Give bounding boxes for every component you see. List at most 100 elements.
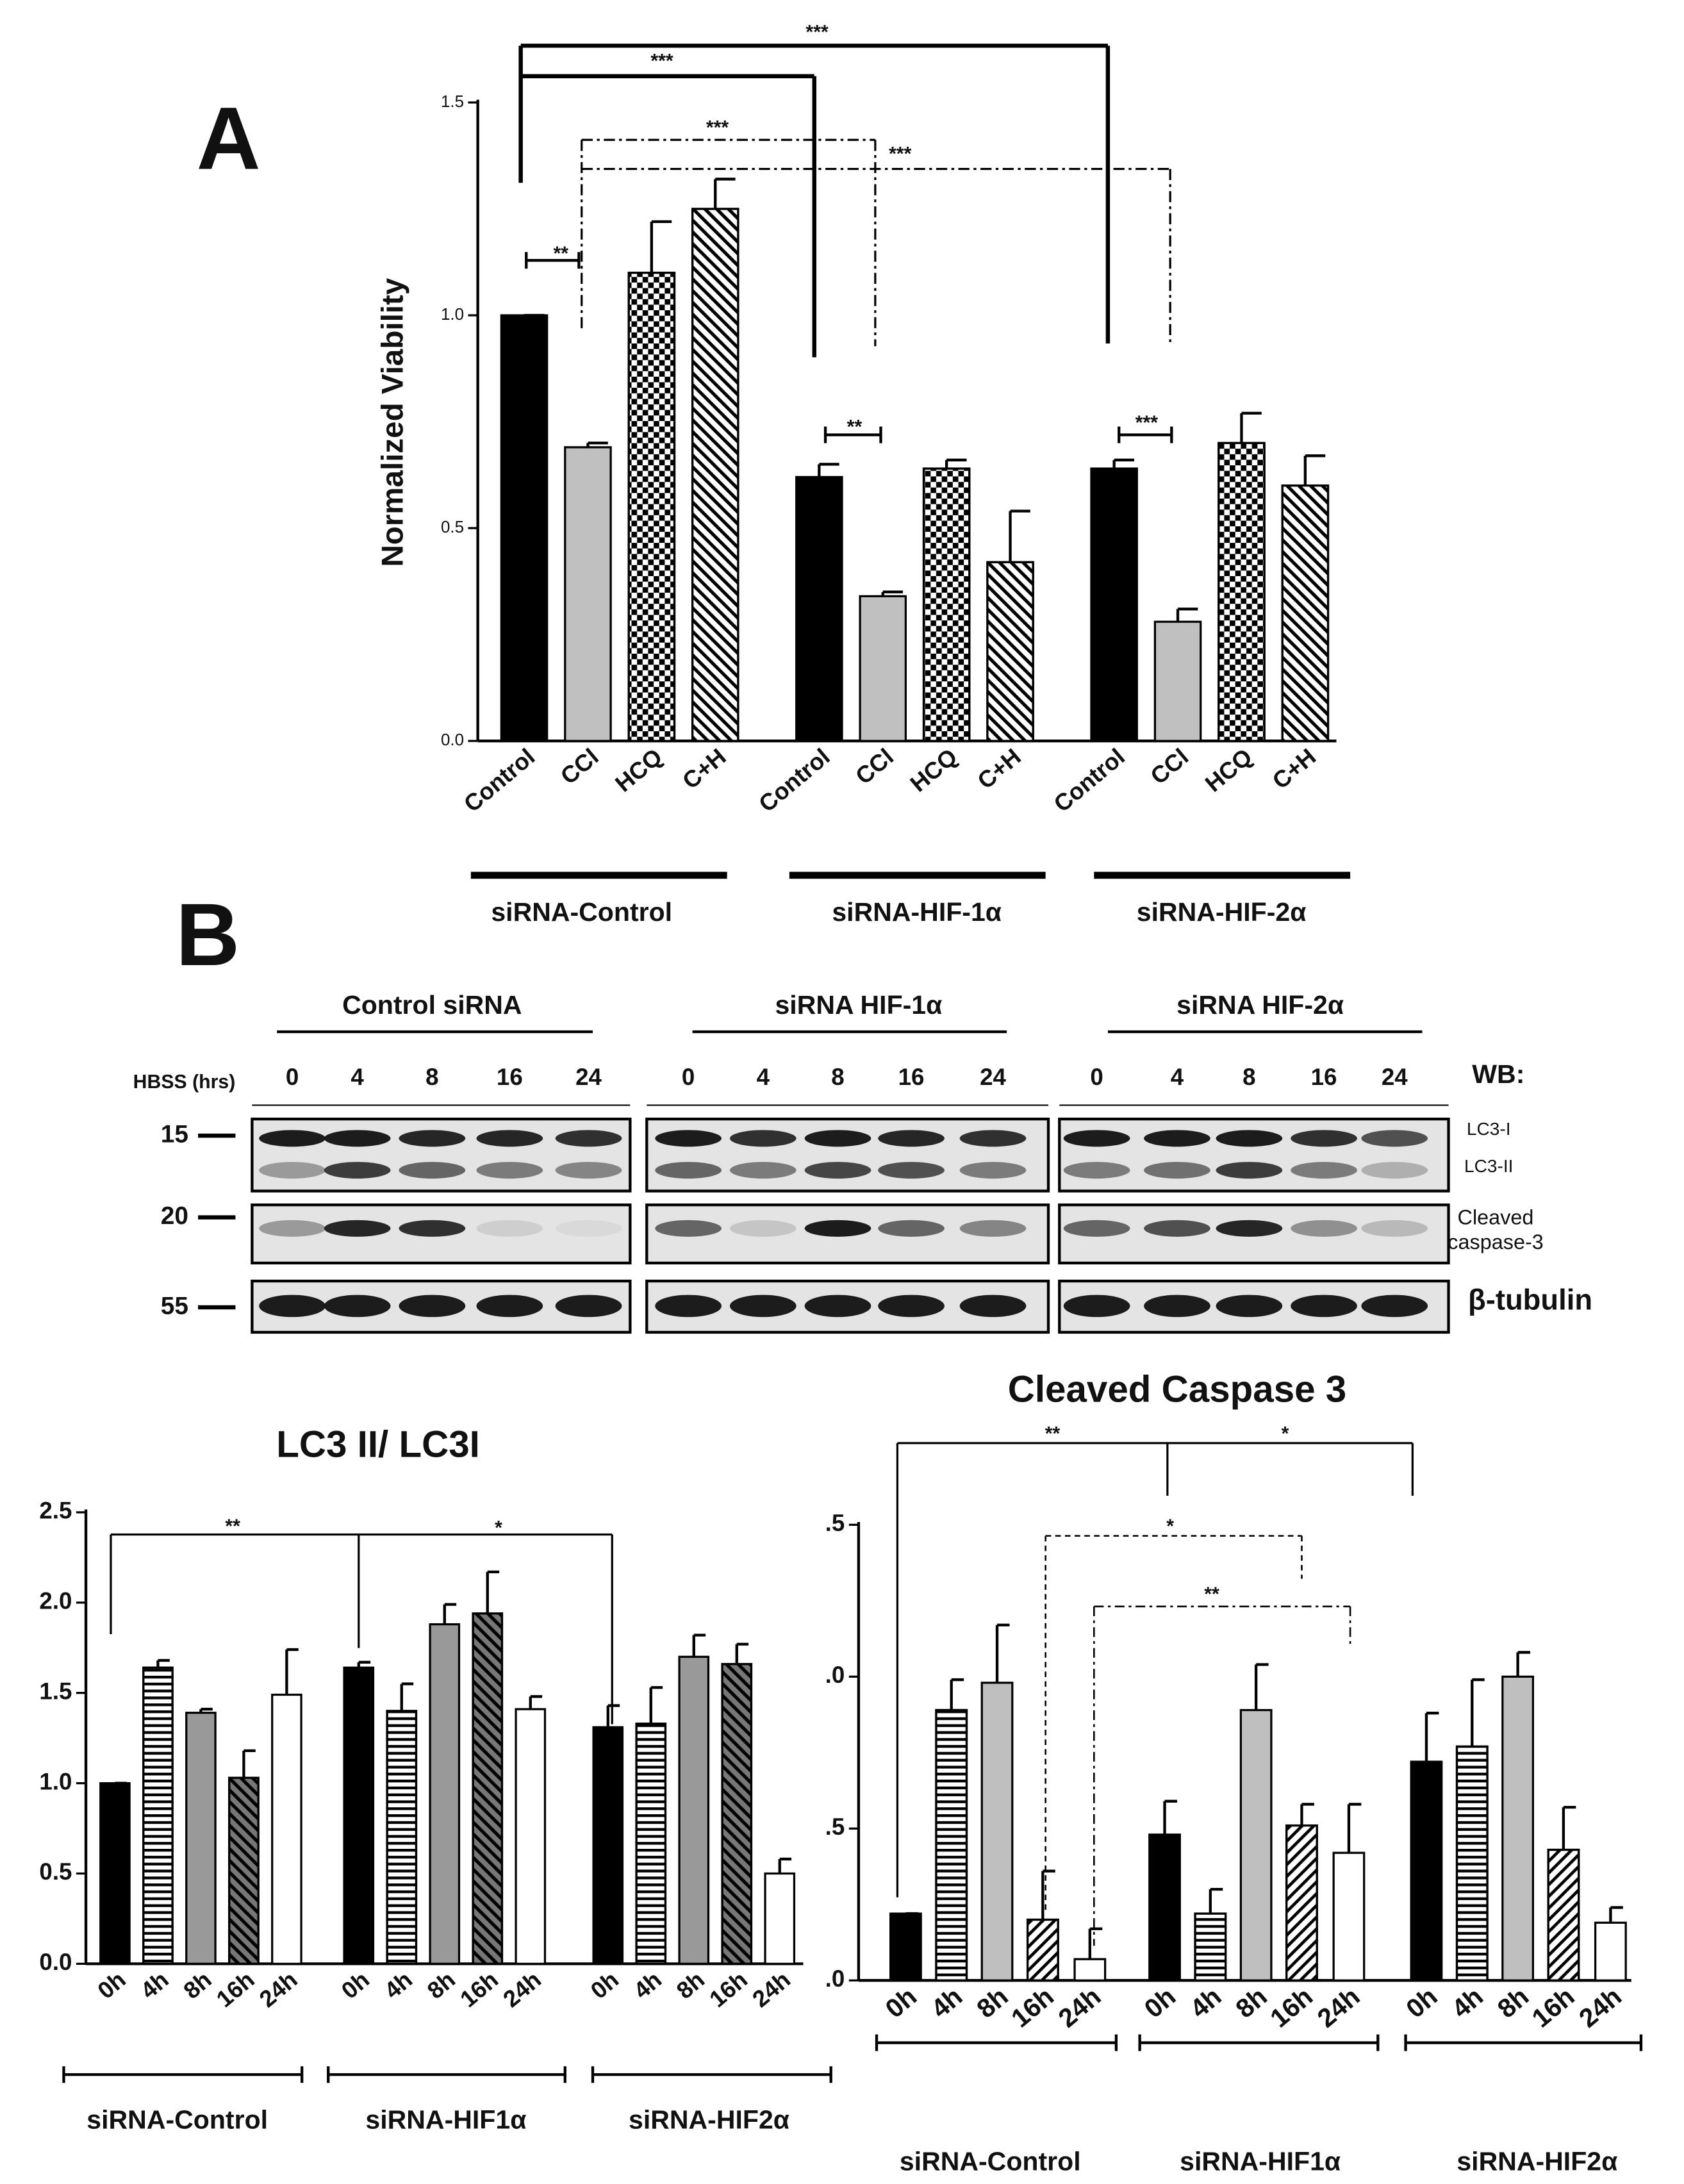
blot-band [1291, 1220, 1357, 1237]
x-tick-label: 4h [1446, 1981, 1489, 2024]
y-tick-label: 0.5 [441, 518, 464, 536]
bar [429, 1623, 461, 1965]
x-tick-label: 24h [1573, 1981, 1627, 2033]
group-label: siRNA-HIF-2α [1137, 897, 1307, 927]
blot-box [251, 1117, 632, 1193]
blot-band [1144, 1130, 1210, 1147]
bar [1332, 1851, 1366, 1981]
mw-marker: 20 [161, 1202, 188, 1230]
blot-band [1216, 1220, 1283, 1237]
x-tick-label: C+H [1267, 743, 1321, 794]
x-tick-label: 0h [880, 1981, 922, 2024]
blot-band [804, 1130, 871, 1147]
bar [500, 314, 549, 742]
bar [592, 1726, 624, 1965]
blot-band [1216, 1162, 1283, 1179]
bar [764, 1872, 796, 1965]
blot-band [729, 1130, 797, 1147]
blot-band [399, 1295, 466, 1318]
bar [1594, 1921, 1627, 1981]
lane-label: 0 [286, 1064, 299, 1090]
lane-label: 16 [1311, 1064, 1337, 1090]
lane-label: 24 [1382, 1064, 1408, 1090]
row-label: caspase-3 [1448, 1230, 1544, 1253]
blot-box [645, 1117, 1050, 1193]
x-tick-label: 4h [379, 1966, 417, 2004]
x-tick-label: 16h [1526, 1981, 1580, 2033]
bar-pattern [635, 1722, 667, 1965]
y-tick-label: 1.5 [39, 1678, 72, 1704]
x-tick-label: HCQ [1200, 743, 1257, 797]
row-label: β-tubulin [1468, 1283, 1592, 1316]
blot-band [1361, 1295, 1428, 1318]
lane-label: 0 [682, 1064, 695, 1090]
x-tick-label: 0h [1400, 1981, 1442, 2024]
blot-band [1063, 1130, 1130, 1147]
blot-band [878, 1295, 945, 1318]
lane-label: 4 [1171, 1064, 1184, 1090]
blot-band [655, 1220, 722, 1237]
bar [859, 595, 907, 742]
blot-band [555, 1295, 622, 1318]
y-tick-label: .0 [825, 1662, 845, 1688]
bar-pattern [721, 1662, 753, 1965]
lane-label: 24 [575, 1064, 602, 1090]
x-tick-label: 24h [498, 1966, 546, 2012]
x-tick-label: 4h [925, 1981, 968, 2024]
bar [185, 1712, 217, 1965]
blot-band [1361, 1130, 1428, 1147]
blot-band [1144, 1162, 1210, 1179]
bar-pattern [1281, 484, 1330, 742]
group-label: siRNA-HIF1α [365, 2105, 526, 2135]
x-tick-label: 16h [704, 1966, 752, 2012]
blot-band [729, 1220, 797, 1237]
row-label: LC3-I [1467, 1119, 1511, 1139]
bar [795, 476, 843, 742]
chart-title: LC3 II/ LC3I [276, 1424, 480, 1466]
blot-band [655, 1162, 722, 1179]
blot-band [324, 1220, 391, 1237]
bar-pattern [986, 561, 1034, 742]
lane-label: 24 [980, 1064, 1006, 1090]
blot-band [324, 1295, 391, 1318]
lane-label: 8 [831, 1064, 844, 1090]
y-tick-label: 2.0 [39, 1587, 72, 1614]
group-label: siRNA-HIF1α [1180, 2146, 1341, 2176]
time-label: HBSS (hrs) [133, 1071, 236, 1093]
blot-group-label: Control siRNA [342, 990, 522, 1020]
y-tick-label: 1.0 [441, 306, 464, 324]
x-tick-label: 16h [211, 1966, 260, 2012]
bar-pattern [691, 208, 739, 742]
blot-band [259, 1220, 326, 1237]
x-tick-label: 4h [629, 1966, 666, 2004]
blot-band [1291, 1295, 1357, 1318]
x-tick-label: 8h [1230, 1981, 1273, 2024]
blot-band [804, 1295, 871, 1318]
blot-band [959, 1295, 1027, 1318]
y-tick-label: 1.5 [441, 93, 464, 111]
blot-band [1361, 1162, 1428, 1179]
significance-label: *** [889, 144, 912, 165]
blot-band [555, 1130, 622, 1147]
bar-pattern [1026, 1918, 1059, 1981]
bar [1239, 1708, 1273, 1981]
bar [889, 1912, 922, 1981]
x-tick-label: 4h [1184, 1981, 1226, 2024]
x-tick-label: 4h [136, 1966, 174, 2004]
bar-pattern [1194, 1912, 1227, 1981]
blot-band [555, 1220, 622, 1237]
significance-label: *** [706, 117, 729, 138]
group-label: siRNA-Control [87, 2105, 268, 2135]
y-tick-label: 1.0 [39, 1768, 72, 1794]
significance-label: * [1166, 1516, 1174, 1537]
significance-label: *** [1135, 412, 1159, 433]
group-label: siRNA-HIF2α [1457, 2146, 1617, 2176]
bar [980, 1682, 1014, 1981]
group-label: siRNA-Control [900, 2146, 1081, 2176]
x-tick-label: 0h [586, 1966, 623, 2004]
x-tick-label: C+H [677, 743, 731, 794]
significance-label: * [495, 1518, 502, 1539]
lane-label: 16 [898, 1064, 925, 1090]
